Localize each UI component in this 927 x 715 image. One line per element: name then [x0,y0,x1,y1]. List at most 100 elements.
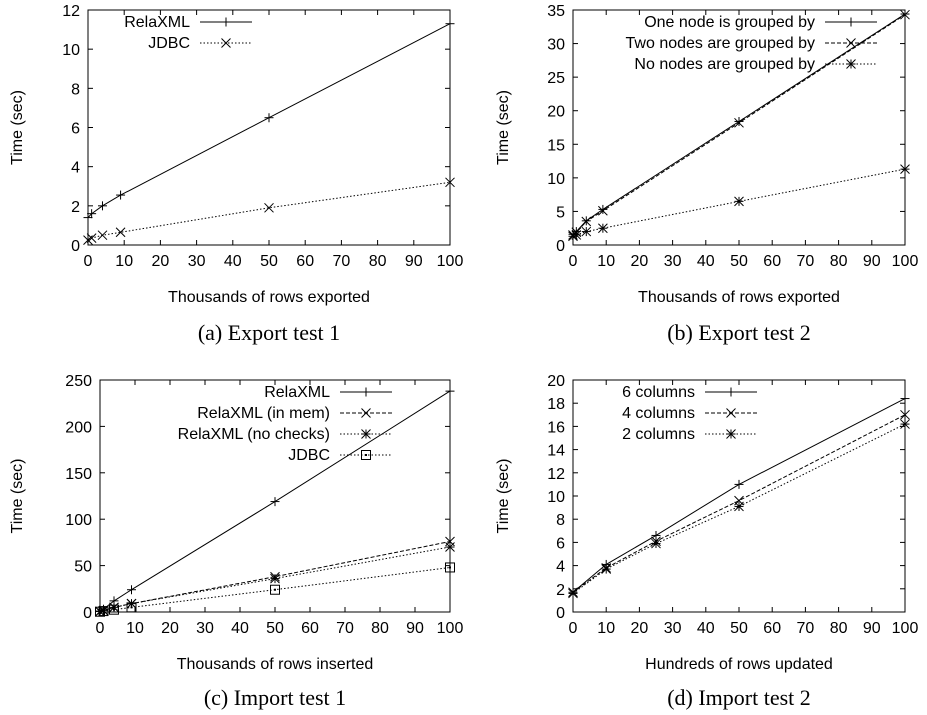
x-tick-label: 60 [763,253,781,270]
x-tick-label: 10 [597,253,615,270]
y-tick-label: 100 [65,512,92,529]
series-line [87,181,451,241]
data-point [734,117,744,128]
legend-label: 6 columns [622,384,695,401]
chart-export-test-2: 0 10 20 30 40 50 60 70 80 90 100 0 5 10 15 20 25 30 35 Thou… [495,3,918,345]
data-point [734,501,744,512]
y-axis-label: Time (sec) [9,459,26,534]
x-tick-label: 0 [569,620,578,637]
plot-frame [87,9,451,246]
data-point [83,213,93,223]
legend-label: JDBC [148,35,190,52]
x-tick-label: 50 [730,620,748,637]
y-tick-label: 0 [556,605,565,622]
y-tick-label: 0 [556,238,565,255]
y-tick-label: 4 [556,559,565,576]
x-tick-label: 10 [597,620,615,637]
data-point [445,19,455,29]
y-tick-label: 30 [547,37,565,54]
data-point [270,497,280,507]
x-tick-label: 40 [224,253,242,270]
x-tick-label: 50 [266,620,284,637]
x-tick-label: 60 [296,253,314,270]
x-tick-label: 30 [664,620,682,637]
data-point [900,419,910,429]
data-point [86,233,97,243]
legend-marker [361,408,371,418]
legend-label: One node is grouped by [644,14,815,31]
y-tick-label: 14 [547,443,565,460]
legend-marker [221,38,231,48]
data-point [97,201,107,211]
x-tick-label: 80 [830,253,848,270]
y-tick-label: 6 [556,535,565,552]
y-axis-label: Time (sec) [495,459,512,534]
y-tick-label: 35 [547,3,565,20]
legend-label: 4 columns [622,405,695,422]
chart-import-test-2: 0 10 20 30 40 50 60 70 80 90 100 0 2 4 6 8 10 12 14 16 18 20 H… [495,373,918,710]
x-tick-label: 80 [369,253,387,270]
x-tick-label: 50 [730,253,748,270]
legend-label: RelaXML [264,384,330,401]
data-point [598,223,608,234]
y-tick-label: 5 [556,204,565,221]
y-tick-label: 8 [556,512,565,529]
data-point [734,196,744,207]
y-axis-label: Time (sec) [495,90,512,165]
y-tick-label: 250 [65,373,92,390]
y-tick-label: 6 [71,121,80,138]
chart-caption: (d) Import test 2 [667,685,811,710]
y-tick-label: 12 [62,3,80,20]
data-point [598,205,608,216]
data-point [445,386,455,396]
legend-marker [726,408,736,418]
data-point [98,606,109,617]
x-tick-label: 0 [84,253,93,270]
data-point [651,538,661,549]
x-tick-label: 70 [797,620,815,637]
legend-label: RelaXML [124,14,190,31]
data-point [734,479,744,489]
y-tick-label: 15 [547,137,565,154]
x-axis-label: Thousands of rows exported [638,289,840,306]
data-point [581,216,592,227]
legend-label: JDBC [288,447,330,464]
x-tick-label: 90 [405,253,423,270]
data-point [601,564,612,574]
x-tick-label: 40 [697,620,715,637]
x-axis-label: Thousands of rows exported [168,289,370,306]
x-tick-label: 90 [863,620,881,637]
y-tick-label: 10 [62,42,80,59]
data-point [900,409,910,420]
data-point [568,588,578,599]
data-point [571,230,582,240]
y-tick-label: 25 [547,70,565,87]
y-tick-label: 0 [71,238,80,255]
x-tick-label: 10 [115,253,133,270]
y-tick-label: 8 [71,81,80,98]
x-tick-label: 70 [797,253,815,270]
chart-caption: (c) Import test 1 [204,685,346,710]
x-tick-label: 80 [371,620,389,637]
legend-marker [726,429,736,439]
data-point [900,9,910,20]
data-point [97,230,108,241]
x-tick-label: 0 [96,620,105,637]
x-tick-label: 20 [631,253,649,270]
chart-caption: (b) Export test 2 [667,320,811,345]
series-line [572,423,906,594]
y-tick-label: 0 [83,605,92,622]
data-point [445,177,455,188]
legend-marker [846,17,856,27]
data-point [270,584,280,595]
x-tick-label: 50 [260,253,278,270]
legend-label: No nodes are grouped by [634,56,815,73]
x-tick-label: 100 [437,253,464,270]
y-tick-label: 20 [547,104,565,121]
y-tick-label: 18 [547,396,565,413]
y-tick-label: 50 [74,559,92,576]
x-tick-label: 90 [863,253,881,270]
y-tick-label: 2 [71,199,80,216]
x-tick-label: 20 [152,253,170,270]
